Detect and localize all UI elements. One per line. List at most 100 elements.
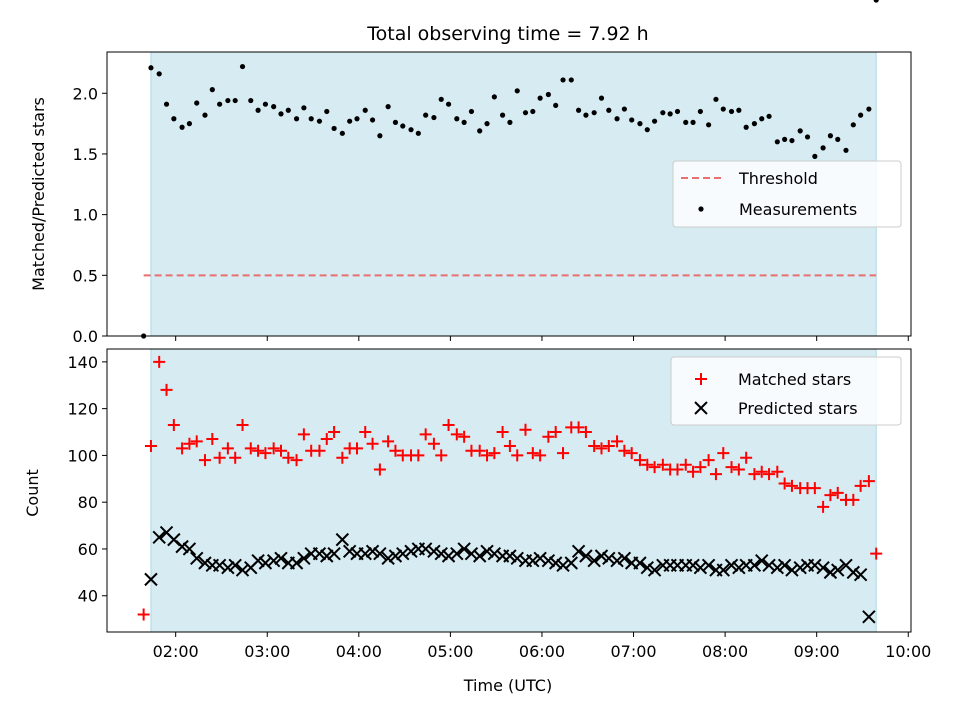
- predicted-star-point: [404, 544, 418, 559]
- predicted-star-point: [548, 556, 563, 570]
- measurement-point: [491, 94, 497, 100]
- measurement-point: [293, 116, 300, 122]
- legend-matched-label: Matched stars: [738, 370, 851, 389]
- matched-star-point: [336, 451, 349, 464]
- top-y-tick-label: 0.0: [73, 327, 98, 346]
- predicted-star-point: [198, 556, 212, 570]
- predicted-star-point: [533, 551, 547, 566]
- matched-star-point: [755, 465, 768, 478]
- top-y-ticks: 0.0 0.5 1.0 1.5 2.0: [73, 84, 107, 346]
- predicted-star-point: [510, 551, 524, 566]
- measurement-point: [255, 107, 261, 113]
- matched-star-point: [618, 444, 631, 457]
- predicted-star-point: [235, 563, 250, 577]
- measurement-point: [392, 119, 399, 125]
- predicted-star-point: [258, 556, 273, 570]
- measurement-point: [683, 119, 689, 125]
- measurement-point: [644, 127, 650, 133]
- predicted-star-point: [571, 544, 586, 559]
- measurement-point: [347, 118, 353, 124]
- x-tick-label: 10:00: [885, 642, 931, 661]
- matched-star-point: [519, 423, 532, 436]
- matched-star-point: [153, 355, 166, 368]
- predicted-star-point: [182, 542, 197, 556]
- x-tick-label: 09:00: [794, 642, 840, 661]
- predicted-star-point: [777, 558, 792, 573]
- predicted-star-point: [175, 539, 189, 554]
- predicted-star-point: [853, 567, 868, 582]
- matched-star-point: [763, 468, 776, 481]
- matched-star-point: [732, 463, 745, 476]
- predicted-star-point: [823, 565, 838, 580]
- matched-star-point: [588, 440, 601, 453]
- predicted-star-point: [640, 560, 654, 575]
- matched-star-point: [717, 447, 730, 460]
- matched-star-point: [702, 454, 715, 467]
- measurement-point: [385, 104, 391, 110]
- matched-star-point: [259, 447, 272, 460]
- matched-star-point: [709, 468, 722, 481]
- matched-star-point: [473, 444, 486, 457]
- matched-star-point: [656, 458, 669, 471]
- predicted-star-point: [274, 551, 288, 566]
- matched-star-point: [282, 451, 295, 464]
- matched-star-point: [419, 428, 432, 441]
- legend-matched-swatch: [695, 373, 707, 385]
- matched-star-point: [549, 426, 562, 439]
- measurement-point: [820, 145, 826, 151]
- matched-star-point: [167, 419, 180, 432]
- matched-star-point: [496, 426, 509, 439]
- matched-star-point: [611, 435, 624, 448]
- predicted-star-point: [846, 565, 861, 580]
- matched-star-point: [198, 454, 211, 467]
- measurement-point: [163, 101, 170, 107]
- matched-star-point: [725, 461, 738, 474]
- matched-star-point: [679, 458, 692, 471]
- matched-star-point: [190, 435, 203, 448]
- bottom-plot-frame: [106, 348, 912, 633]
- predicted-star-point: [266, 553, 281, 568]
- x-axis-label: Time (UTC): [463, 676, 552, 695]
- measurement-point: [660, 110, 666, 116]
- measurement-point: [324, 108, 330, 115]
- bottom-x-ticks: 02:00 03:00 04:00 05:00 06:00 07:00 08:00 09:00…: [153, 632, 931, 661]
- measurement-point: [423, 112, 429, 118]
- predicted-star-point: [373, 546, 387, 561]
- measurement-point: [797, 128, 803, 134]
- measurement-point: [537, 95, 543, 101]
- matched-star-point: [824, 489, 837, 502]
- measurement-point: [248, 97, 254, 104]
- matched-star-point: [382, 435, 395, 448]
- matched-star-point: [870, 547, 883, 560]
- predicted-star-point: [617, 551, 632, 566]
- x-tick-label: 07:00: [610, 642, 656, 661]
- measurement-point: [156, 71, 162, 77]
- bottom-legend: Matched stars Predicted stars: [670, 356, 902, 426]
- measurement-point: [736, 107, 742, 113]
- matched-star-point: [244, 442, 257, 455]
- top-legend-box: [672, 160, 902, 228]
- measurement-point: [477, 128, 483, 134]
- measurement-point: [614, 116, 620, 122]
- predicted-star-point: [434, 546, 448, 561]
- top-x-ticks: [175, 336, 909, 341]
- matched-star-point: [144, 440, 157, 453]
- matched-star-point: [435, 449, 448, 462]
- matched-star-point: [373, 463, 386, 476]
- bottom-y-tick-label: 60: [78, 540, 98, 559]
- predicted-star-point: [541, 553, 556, 568]
- matched-star-point: [771, 465, 784, 478]
- predicted-star-point: [816, 560, 830, 575]
- measurement-point: [377, 133, 383, 139]
- measurement-point: [575, 107, 582, 113]
- predicted-star-point: [732, 560, 746, 575]
- measurement-point: [217, 101, 223, 107]
- matched-star-point: [488, 447, 501, 460]
- x-tick-label: 04:00: [336, 642, 382, 661]
- predicted-star-point: [686, 558, 700, 573]
- measurement-point: [591, 110, 597, 116]
- matched-star-point: [633, 454, 646, 467]
- matched-star-point: [687, 465, 700, 478]
- matched-star-point: [602, 440, 615, 453]
- matched-star-point: [641, 458, 654, 471]
